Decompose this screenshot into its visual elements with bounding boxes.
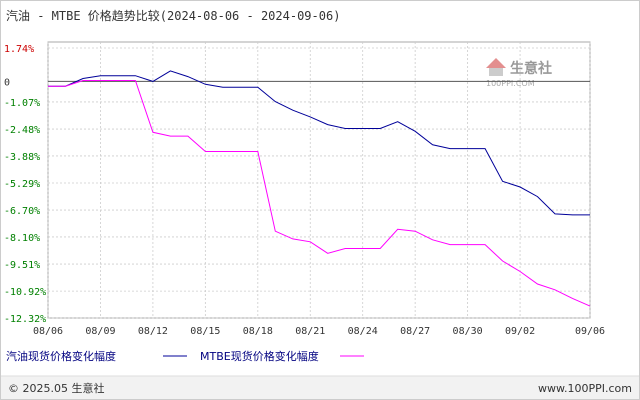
y-tick-label: -2.48% — [4, 125, 40, 136]
y-tick-label: -12.32% — [4, 314, 46, 325]
watermark-logo-icon — [486, 58, 506, 76]
series-layer — [48, 70, 591, 307]
x-tick-label: 08/18 — [243, 326, 273, 337]
series-line-2 — [48, 80, 591, 307]
x-tick-label: 08/21 — [295, 326, 325, 337]
y-tick-label: -10.92% — [4, 287, 46, 298]
y-tick-label: -1.07% — [4, 98, 40, 109]
x-tick-label: 08/30 — [453, 326, 483, 337]
x-tick-label: 08/09 — [85, 326, 115, 337]
watermark: 生意社 100PPI.COM — [486, 58, 552, 88]
x-tick-label: 08/15 — [190, 326, 220, 337]
legend: 汽油现货价格变化幅度 MTBE现货价格变化幅度 — [6, 349, 364, 363]
x-tick-label: 09/06 — [575, 326, 605, 337]
y-tick-label: -8.10% — [4, 233, 40, 244]
y-tick-label: 0 — [4, 77, 10, 88]
y-tick-label: -3.88% — [4, 152, 40, 163]
y-axis-ticks: 1.74% 0 -1.07% -2.48% -3.88% -5.29% -6.70% -8.1… — [4, 44, 46, 325]
y-tick-label: -9.51% — [4, 260, 40, 271]
y-tick-label: -6.70% — [4, 206, 40, 217]
legend-label-series-1: 汽油现货价格变化幅度 — [6, 349, 116, 363]
footer-site-link[interactable]: www.100PPI.com — [538, 382, 632, 395]
watermark-url: 100PPI.COM — [486, 79, 535, 88]
x-tick-label: 08/27 — [400, 326, 430, 337]
watermark-name: 生意社 — [510, 60, 552, 77]
legend-label-series-2: MTBE现货价格变化幅度 — [200, 349, 319, 363]
x-tick-label: 08/24 — [348, 326, 378, 337]
series-line-1 — [48, 70, 590, 216]
y-tick-label: 1.74% — [4, 44, 34, 55]
x-tick-label: 08/06 — [33, 326, 63, 337]
y-tick-label: -5.29% — [4, 179, 40, 190]
x-tick-label: 08/12 — [138, 326, 168, 337]
footer-copyright: © 2025.05 生意社 — [8, 381, 104, 395]
x-tick-label: 09/02 — [505, 326, 535, 337]
footer-bar — [1, 376, 639, 399]
x-axis-ticks: 08/06 08/09 08/12 08/15 08/18 08/21 08/24 08/27… — [33, 326, 605, 337]
chart-title: 汽油 - MTBE 价格趋势比较(2024-08-06 - 2024-09-06… — [6, 8, 340, 23]
